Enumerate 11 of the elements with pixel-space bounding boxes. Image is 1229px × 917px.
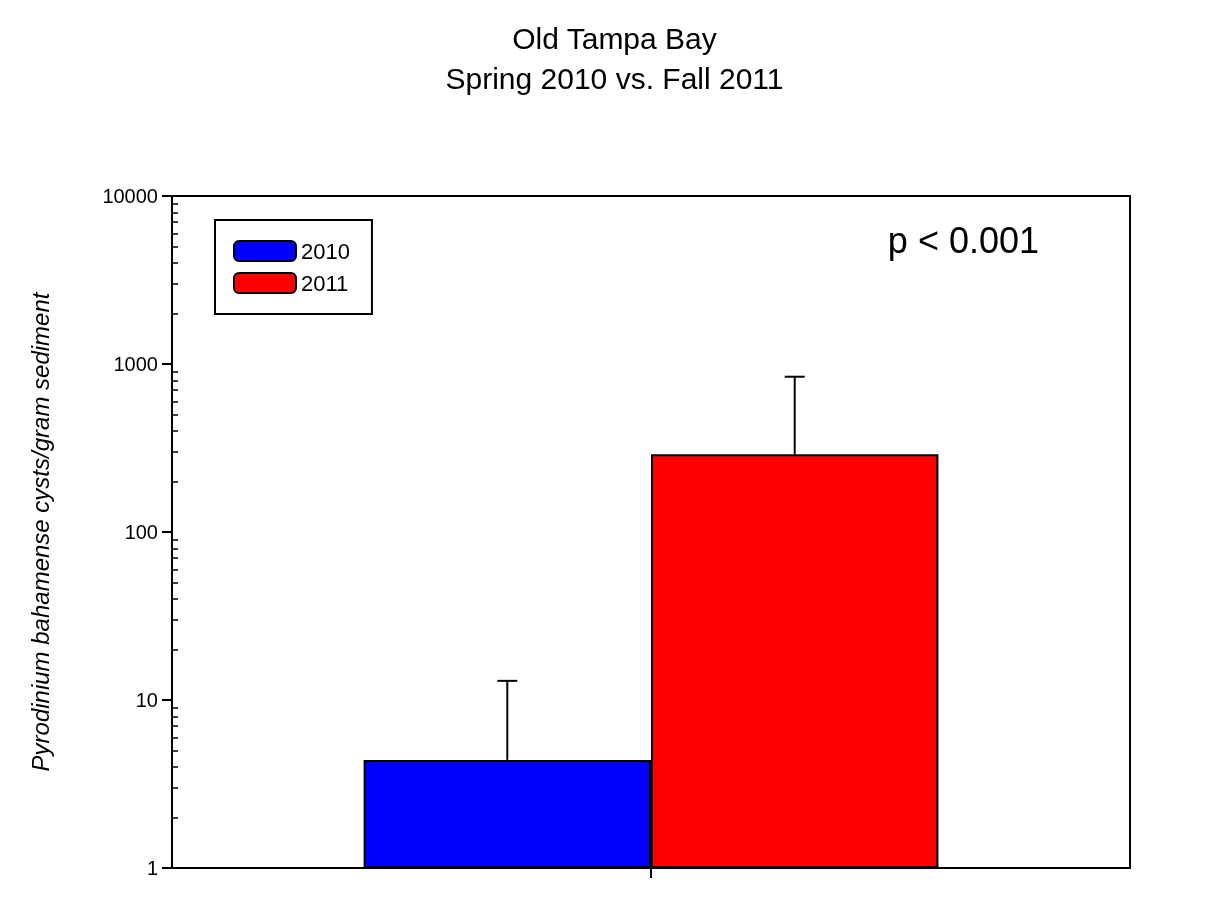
y-tick-label: 100 bbox=[124, 521, 158, 543]
y-tick-label: 1000 bbox=[113, 353, 158, 375]
y-axis-title: Pyrodinium bahamense cysts/gram sediment bbox=[26, 291, 54, 772]
annotation: p < 0.001 bbox=[887, 219, 1039, 261]
y-tick-label: 1 bbox=[146, 857, 158, 879]
legend-label: 2010 bbox=[301, 238, 350, 264]
y-tick-label: 10 bbox=[135, 689, 158, 711]
y-tick-label: 10000 bbox=[102, 185, 158, 207]
legend-label: 2011 bbox=[301, 270, 349, 296]
chart-title: Old Tampa Bay bbox=[512, 21, 717, 55]
chart-subtitle: Spring 2010 vs. Fall 2011 bbox=[445, 61, 784, 95]
